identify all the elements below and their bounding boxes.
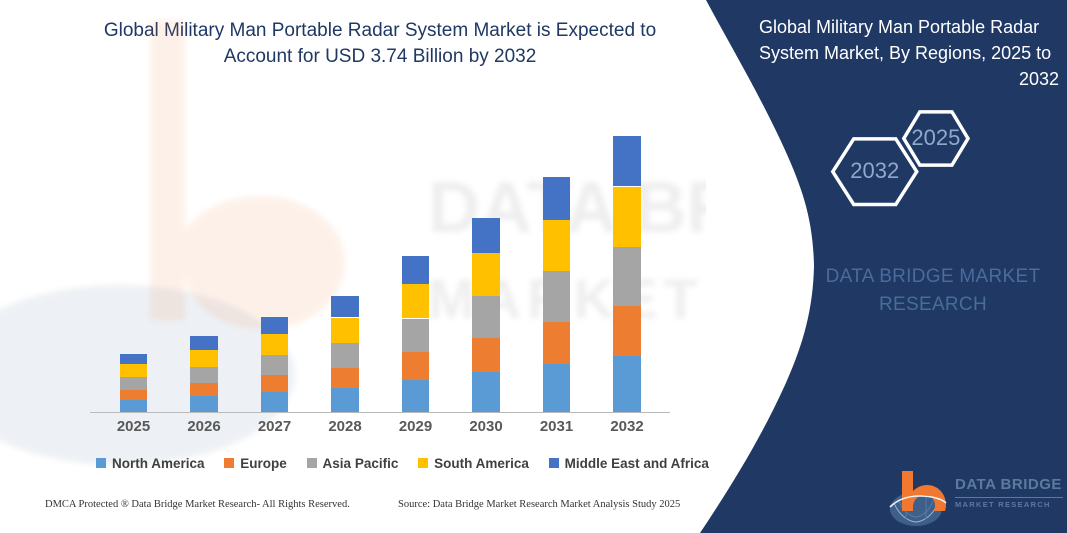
svg-text:2032: 2032 bbox=[850, 158, 899, 183]
svg-text:2025: 2025 bbox=[911, 125, 960, 150]
